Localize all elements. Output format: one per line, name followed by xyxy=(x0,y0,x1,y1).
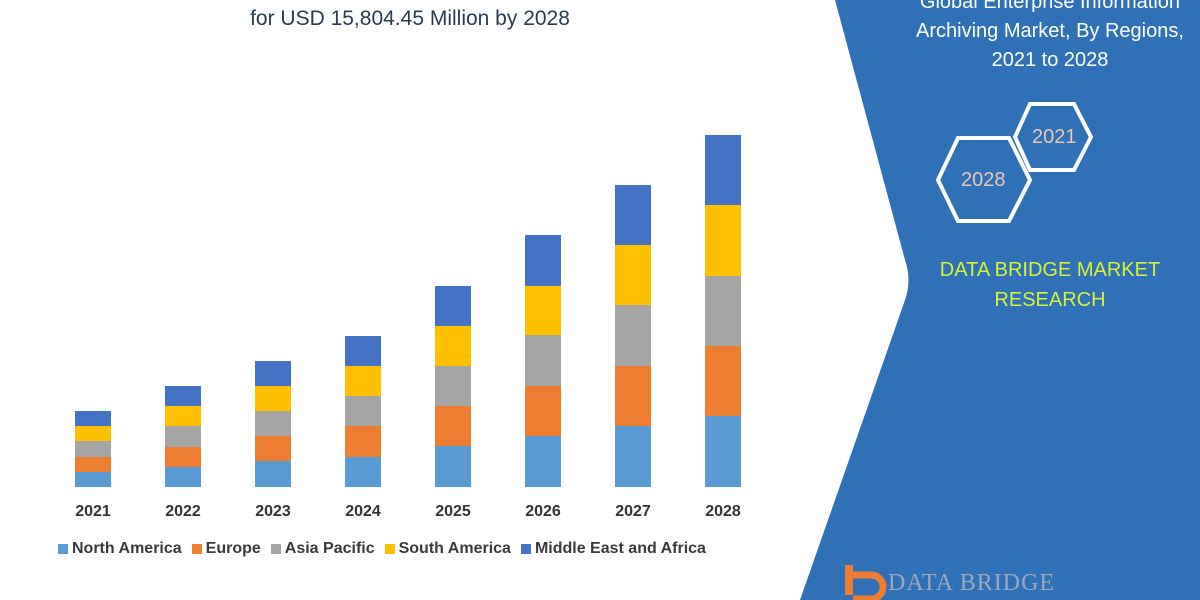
bar-segment-2026-middle-east-and-africa xyxy=(525,235,561,286)
bar-segment-2022-europe xyxy=(165,447,201,467)
bar-segment-2027-europe xyxy=(615,366,651,426)
bar-segment-2027-south-america xyxy=(615,245,651,305)
logo-icon xyxy=(845,565,887,600)
legend-label: South America xyxy=(398,540,511,557)
bar-segment-2027-middle-east-and-africa xyxy=(615,185,651,245)
legend-label: Europe xyxy=(205,540,261,557)
bar-segment-2022-north-america xyxy=(165,467,201,487)
legend-swatch xyxy=(191,544,202,554)
side-title-line: 2021 to 2028 xyxy=(991,49,1109,71)
bar-segment-2023-north-america xyxy=(255,461,291,487)
bar-segment-2025-south-america xyxy=(435,326,471,366)
bar-segment-2021-europe xyxy=(75,457,111,472)
bar-segment-2024-north-america xyxy=(345,457,381,487)
stacked-bar-chart xyxy=(75,135,741,487)
legend-label: Asia Pacific xyxy=(284,540,375,557)
side-title-line: Archiving Market, By Regions, xyxy=(916,20,1184,42)
bar-segment-2022-asia-pacific xyxy=(165,426,201,447)
legend-label: Middle East and Africa xyxy=(534,540,706,557)
chart-title: for USD 15,804.45 Million by 2028 xyxy=(250,7,570,30)
x-tick-label: 2025 xyxy=(435,503,471,520)
bar-segment-2022-south-america xyxy=(165,406,201,426)
x-tick-label: 2024 xyxy=(345,503,381,520)
legend-item: South America xyxy=(384,540,511,558)
brand-line: DATA BRIDGE MARKET xyxy=(939,259,1161,281)
legend-swatch xyxy=(384,544,395,554)
logo-text: DATA BRIDGE xyxy=(888,570,1056,596)
x-tick-label: 2022 xyxy=(165,503,201,520)
bar-segment-2026-north-america xyxy=(525,436,561,487)
bar-segment-2021-north-america xyxy=(75,472,111,487)
bar-segment-2024-south-america xyxy=(345,366,381,396)
side-title-line: Global Enterprise Information xyxy=(919,0,1181,13)
legend: North America Europe Asia Pacific South Ame… xyxy=(58,540,706,558)
bar-segment-2028-north-america xyxy=(705,416,741,487)
bar-segment-2025-north-america xyxy=(435,446,471,487)
bar-segment-2026-europe xyxy=(525,386,561,436)
x-tick-label: 2026 xyxy=(525,503,561,520)
legend-swatch xyxy=(520,544,531,554)
side-panel xyxy=(800,0,1200,600)
legend-item: Middle East and Africa xyxy=(520,540,706,558)
hex-2021 xyxy=(1012,102,1094,172)
hex-label-2021: 2021 xyxy=(1032,126,1077,148)
bar-segment-2025-asia-pacific xyxy=(435,366,471,406)
bar-segment-2028-middle-east-and-africa xyxy=(705,135,741,205)
bar-segment-2025-europe xyxy=(435,406,471,446)
bar-segment-2026-south-america xyxy=(525,286,561,335)
bar-segment-2024-asia-pacific xyxy=(345,396,381,426)
bar-segment-2028-europe xyxy=(705,346,741,416)
bar-segment-2025-middle-east-and-africa xyxy=(435,286,471,326)
legend-label: North America xyxy=(72,540,182,557)
x-tick-label: 2021 xyxy=(75,503,111,520)
legend-swatch xyxy=(270,544,281,554)
legend-item: Asia Pacific xyxy=(270,540,375,558)
bar-segment-2027-asia-pacific xyxy=(615,305,651,366)
legend-item: Europe xyxy=(191,540,261,558)
bar-segment-2024-middle-east-and-africa xyxy=(345,336,381,366)
bar-segment-2023-south-america xyxy=(255,386,291,411)
side-title: Global Enterprise Information Archiving … xyxy=(900,0,1200,75)
brand-name: DATA BRIDGE MARKET RESEARCH xyxy=(900,255,1200,315)
bar-segment-2021-asia-pacific xyxy=(75,441,111,457)
bar-segment-2028-south-america xyxy=(705,205,741,276)
bar-segment-2021-middle-east-and-africa xyxy=(75,411,111,426)
x-tick-label: 2027 xyxy=(615,503,651,520)
brand-line: RESEARCH xyxy=(994,289,1106,311)
bar-segment-2027-north-america xyxy=(615,426,651,487)
hex-2028 xyxy=(935,136,1033,223)
bar-segment-2028-asia-pacific xyxy=(705,276,741,346)
bar-segment-2021-south-america xyxy=(75,426,111,441)
x-tick-label: 2023 xyxy=(255,503,291,520)
bar-segment-2023-asia-pacific xyxy=(255,411,291,436)
hex-label-2028: 2028 xyxy=(961,169,1006,191)
bar-segment-2023-europe xyxy=(255,436,291,461)
bar-segment-2022-middle-east-and-africa xyxy=(165,386,201,406)
bar-segment-2024-europe xyxy=(345,426,381,457)
legend-item: North America xyxy=(58,540,182,558)
bar-segment-2026-asia-pacific xyxy=(525,335,561,386)
bar-segment-2023-middle-east-and-africa xyxy=(255,361,291,386)
x-tick-label: 2028 xyxy=(705,503,741,520)
legend-swatch xyxy=(58,544,68,554)
